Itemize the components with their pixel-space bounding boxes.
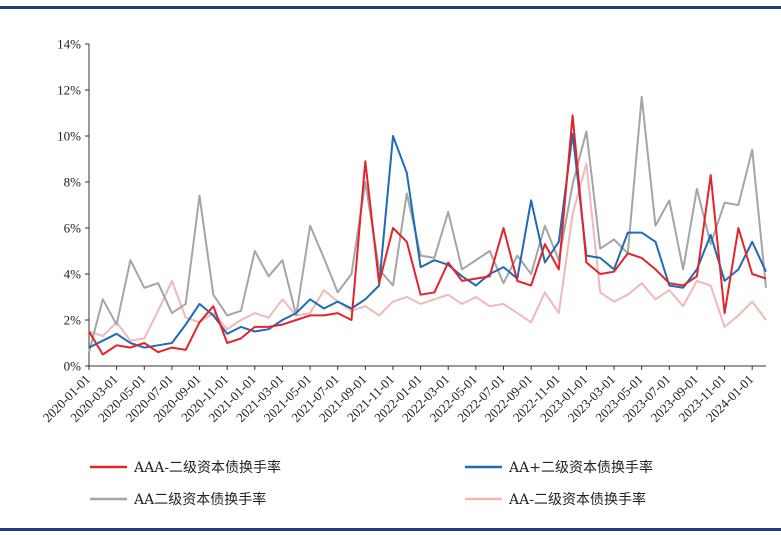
top-border — [0, 6, 781, 9]
series-line — [88, 114, 767, 356]
series-line — [88, 95, 767, 353]
legend-label: AAA-二级资本债换手率 — [133, 459, 281, 476]
plot-area — [88, 95, 767, 356]
y-tick-label: 0% — [64, 359, 82, 374]
y-tick-label: 10% — [57, 129, 81, 144]
legend-label: AA二级资本债换手率 — [133, 491, 266, 508]
legend-label: AA-二级资本债换手率 — [508, 491, 646, 508]
y-tick-label: 14% — [57, 37, 81, 52]
series-line — [88, 162, 767, 342]
legend: AAA-二级资本债换手率 AA+二级资本债换手率 AA二级资本债换手率 AA-二级资本… — [90, 459, 653, 508]
bottom-border — [0, 528, 781, 531]
y-tick-label: 12% — [57, 83, 81, 98]
y-tick-label: 2% — [64, 313, 82, 328]
x-axis: 2020-01-012020-03-012020-05-012020-07-01… — [40, 365, 766, 425]
y-axis: 0% 2% 4% 6% 8% 10% 12% 14% — [57, 37, 90, 374]
series-line — [88, 132, 767, 349]
y-tick-label: 6% — [64, 221, 82, 236]
y-tick-label: 4% — [64, 267, 82, 282]
legend-label: AA+二级资本债换手率 — [508, 459, 653, 476]
y-tick-label: 8% — [64, 175, 82, 190]
